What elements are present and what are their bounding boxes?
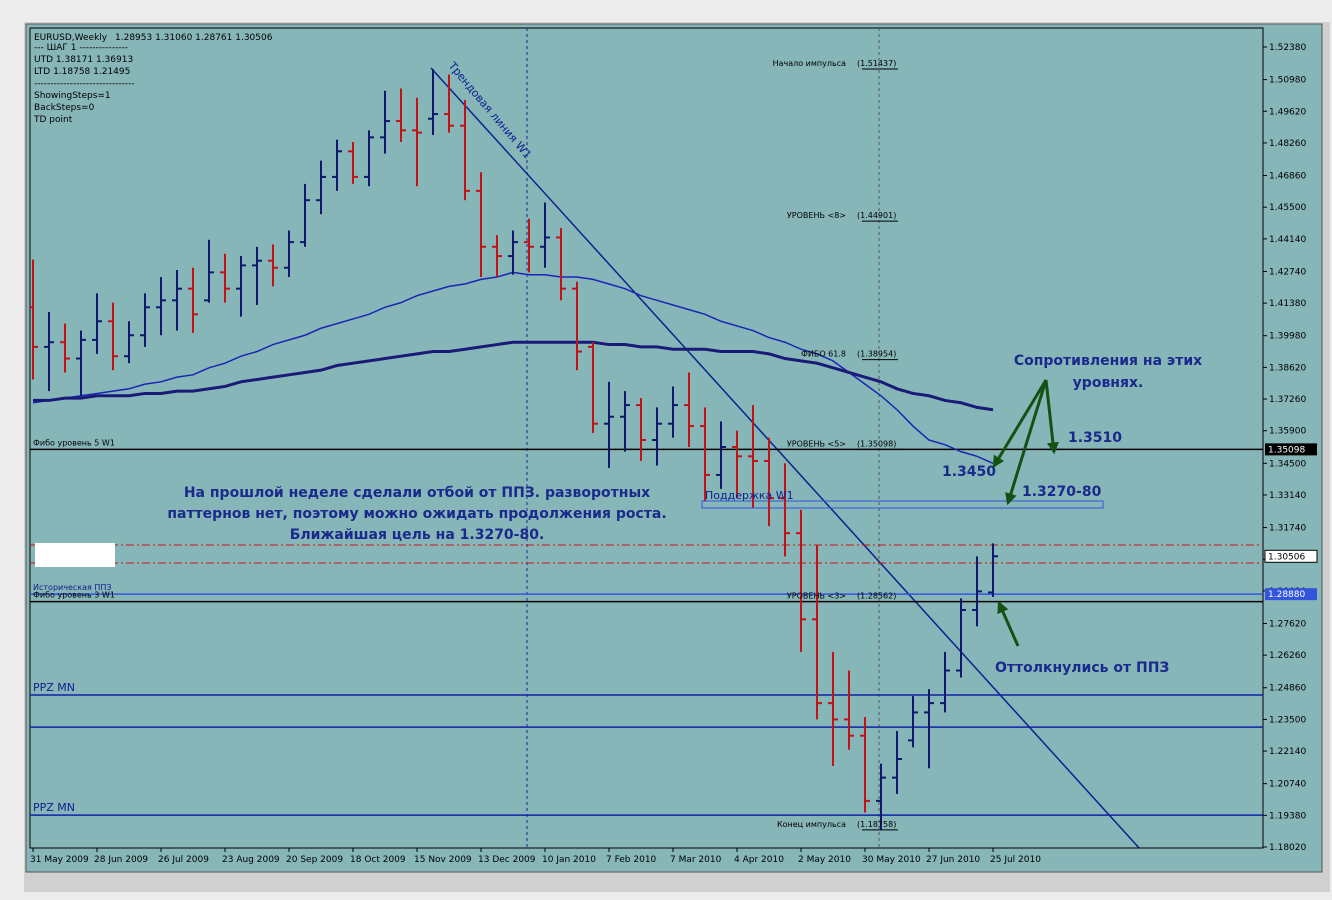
info-line: UTD 1.38171 1.36913 xyxy=(34,55,133,65)
x-tick-label: 20 Sep 2009 xyxy=(286,855,343,865)
info-line: ------------------------------- xyxy=(34,79,135,89)
annotation: Ближайшая цель на 1.3270-80. xyxy=(290,527,545,543)
x-tick-label: 31 May 2009 xyxy=(30,855,89,865)
info-block: --- ШАГ 1 --------------- UTD 1.38171 1.3… xyxy=(33,43,135,125)
x-tick-label: 2 May 2010 xyxy=(798,855,851,865)
level-label: Историческая ППЗ xyxy=(33,583,112,592)
annotation: 1.3270-80 xyxy=(1022,484,1102,500)
price-box-label: 1.35098 xyxy=(1268,445,1305,455)
x-tick-label: 25 Jul 2010 xyxy=(990,855,1041,865)
blank-patch xyxy=(35,543,115,567)
support-zone xyxy=(701,500,1104,509)
y-tick-label: 1.50980 xyxy=(1269,76,1306,86)
fibo-value: (1.28562) xyxy=(857,592,896,601)
annotation: На прошлой неделе сделали отбой от ППЗ. … xyxy=(184,485,650,501)
y-tick-label: 1.33140 xyxy=(1269,491,1306,501)
annotation: уровнях. xyxy=(1073,375,1144,391)
support-label: Поддержка W1 xyxy=(705,489,794,502)
info-line: TD point xyxy=(33,115,73,125)
x-tick-label: 27 Jun 2010 xyxy=(926,855,980,865)
x-tick-label: 15 Nov 2009 xyxy=(414,855,472,865)
y-tick-label: 1.44140 xyxy=(1269,235,1306,245)
moving-average xyxy=(33,340,994,412)
info-line: --- ШАГ 1 --------------- xyxy=(34,43,128,53)
arrow xyxy=(1005,379,1048,506)
level-label: Фибо уровень 5 W1 xyxy=(33,438,115,447)
price-box xyxy=(1265,588,1317,601)
y-tick-label: 1.18020 xyxy=(1269,843,1306,853)
arrow xyxy=(992,379,1048,469)
y-tick-label: 1.19380 xyxy=(1269,811,1306,821)
fibo-value: (1.35098) xyxy=(857,439,896,448)
x-tick-label: 23 Aug 2009 xyxy=(222,855,280,865)
y-tick-label: 1.24860 xyxy=(1269,684,1306,694)
y-tick-label: 1.37260 xyxy=(1269,395,1306,405)
x-tick-label: 7 Feb 2010 xyxy=(606,855,657,865)
annotation: паттернов нет, поэтому можно ожидать про… xyxy=(167,506,666,522)
info-line: BackSteps=0 xyxy=(34,103,95,113)
y-tick-label: 1.34500 xyxy=(1269,459,1306,469)
level-label: PPZ MN xyxy=(33,801,75,814)
y-tick-label: 1.39980 xyxy=(1269,332,1306,342)
y-tick-label: 1.48260 xyxy=(1269,139,1306,149)
price-box xyxy=(1264,549,1318,563)
fibo-label: Начало импульса xyxy=(773,59,847,68)
x-tick-label: 4 Apr 2010 xyxy=(734,855,784,865)
trend-line xyxy=(430,67,1141,848)
x-tick-label: 13 Dec 2009 xyxy=(478,855,536,865)
y-tick-label: 1.52380 xyxy=(1269,43,1306,53)
fibo-label: УРОВЕНЬ <8> xyxy=(787,211,846,220)
price-box-label: 1.28880 xyxy=(1268,590,1305,600)
chart-title: EURUSD,Weekly xyxy=(34,33,108,43)
x-tick-label: 26 Jul 2009 xyxy=(158,855,209,865)
plot xyxy=(30,67,1263,848)
price-box xyxy=(1265,443,1317,456)
x-tick-label: 7 Mar 2010 xyxy=(670,855,722,865)
fibo-value: (1.44901) xyxy=(857,211,896,220)
level-label: PPZ MN xyxy=(33,681,75,694)
level-label: Фибо уровень 3 W1 xyxy=(33,591,115,600)
y-tick-label: 1.22140 xyxy=(1269,747,1306,757)
info-line: ShowingSteps=1 xyxy=(34,91,111,101)
x-tick-label: 28 Jun 2009 xyxy=(94,855,148,865)
info-line: LTD 1.18758 1.21495 xyxy=(34,67,130,77)
price-box-label: 1.30506 xyxy=(1268,552,1305,562)
y-tick-label: 1.35900 xyxy=(1269,427,1306,437)
y-tick-label: 1.49620 xyxy=(1269,107,1306,117)
annotation: 1.3450 xyxy=(942,464,996,480)
fibo-label: Конец импульса xyxy=(777,820,846,829)
x-tick-label: 30 May 2010 xyxy=(862,855,921,865)
fibo-label: УРОВЕНЬ <3> xyxy=(787,592,846,601)
y-tick-label: 1.42740 xyxy=(1269,267,1306,277)
y-tick-label: 1.46860 xyxy=(1269,172,1306,182)
fibo-value: (1.38954) xyxy=(857,350,896,359)
arrow xyxy=(1044,379,1059,455)
annotation: 1.3510 xyxy=(1068,430,1122,446)
fibo-value: (1.51437) xyxy=(857,59,896,68)
plot-area xyxy=(29,27,1264,849)
fibo-label: УРОВЕНЬ <5> xyxy=(787,439,846,448)
arrow xyxy=(997,600,1020,647)
y-tick-label: 1.20740 xyxy=(1269,780,1306,790)
header-ohlc: 1.28953 1.31060 1.28761 1.30506 xyxy=(115,33,273,43)
y-tick-label: 1.38620 xyxy=(1269,363,1306,373)
fibo-value: (1.18758) xyxy=(857,820,896,829)
y-tick-label: 1.27620 xyxy=(1269,619,1306,629)
y-tick-label: 1.23500 xyxy=(1269,715,1306,725)
fibo-label: ФИБО 61.8 xyxy=(801,350,846,359)
y-tick-label: 1.26260 xyxy=(1269,651,1306,661)
y-tick-label: 1.45500 xyxy=(1269,203,1306,213)
annotation: Оттолкнулись от ППЗ xyxy=(995,660,1169,676)
annotation: Сопротивления на этих xyxy=(1014,353,1202,369)
y-tick-label: 1.41380 xyxy=(1269,299,1306,309)
y-tick-label: 1.31740 xyxy=(1269,524,1306,534)
x-tick-label: 18 Oct 2009 xyxy=(350,855,406,865)
x-tick-label: 10 Jan 2010 xyxy=(542,855,596,865)
